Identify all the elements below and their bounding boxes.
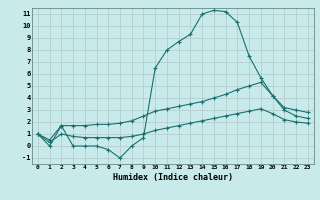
X-axis label: Humidex (Indice chaleur): Humidex (Indice chaleur)	[113, 173, 233, 182]
